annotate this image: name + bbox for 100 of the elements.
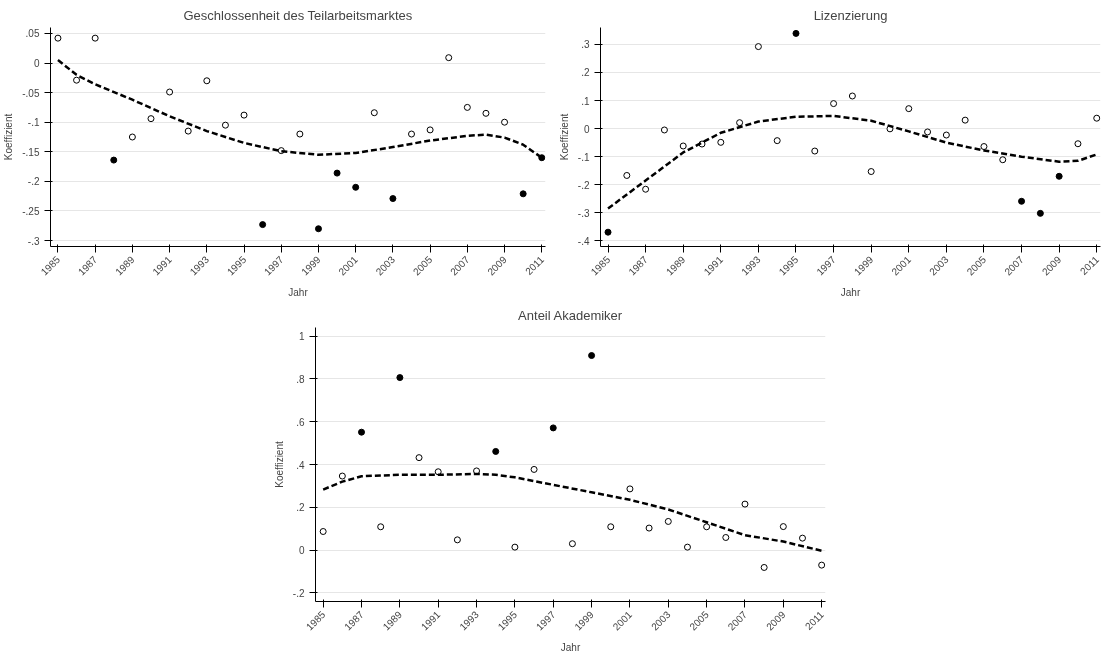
point (54, 34, 62, 42)
point (905, 105, 913, 113)
point (314, 225, 322, 233)
y-tick-label: .3 (581, 39, 590, 51)
point (754, 43, 762, 51)
y-tick-label: -.1 (577, 151, 590, 163)
point (1093, 114, 1101, 122)
point (1018, 197, 1026, 205)
chart-title: Anteil Akademiker (518, 307, 623, 323)
y-axis-title: Koeffizient (558, 113, 570, 161)
point (166, 88, 174, 96)
point (370, 109, 378, 117)
point (482, 109, 490, 117)
point (568, 540, 576, 548)
point (445, 54, 453, 62)
point (296, 130, 304, 138)
y-tick-label: -.2 (27, 176, 40, 188)
point (623, 171, 631, 179)
point (549, 424, 557, 432)
y-tick-label: .4 (296, 459, 305, 471)
point (453, 536, 461, 544)
point (830, 100, 838, 108)
point (660, 126, 668, 134)
point (811, 147, 819, 155)
y-axis-title: Koeffizient (273, 441, 285, 488)
x-axis-title: Jahr (288, 286, 309, 298)
y-axis-title: Koeffizient (3, 113, 15, 161)
y-tick-label: .1 (581, 95, 590, 107)
point (203, 77, 211, 85)
point (792, 29, 800, 37)
y-tick-label: -.25 (22, 205, 40, 217)
point (538, 154, 546, 162)
point (358, 428, 366, 436)
point (338, 472, 346, 480)
point (1036, 209, 1044, 217)
point (73, 76, 81, 84)
point (396, 374, 404, 382)
y-tick-label: -.2 (577, 179, 590, 191)
point (645, 524, 653, 532)
point (333, 169, 341, 177)
y-tick-label: -.2 (292, 587, 305, 599)
chart-title: Geschlossenheit des Teilarbeitsmarktes (183, 7, 413, 23)
point (642, 185, 650, 193)
point (519, 190, 527, 198)
point (240, 111, 248, 119)
point (184, 127, 192, 135)
y-tick-label: .8 (296, 373, 305, 385)
y-tick-label: .2 (296, 502, 305, 514)
point (259, 221, 267, 229)
point (434, 468, 442, 476)
point (1055, 172, 1063, 180)
point (679, 142, 687, 150)
point (999, 156, 1007, 164)
point (389, 195, 397, 203)
point (683, 543, 691, 551)
point (588, 352, 596, 360)
x-axis-title: Jahr (840, 286, 861, 298)
point (848, 92, 856, 100)
y-tick-label: 0 (33, 58, 40, 70)
y-tick-label: -.15 (22, 146, 40, 158)
y-tick-label: 1 (298, 331, 305, 343)
point (626, 485, 634, 493)
point (818, 561, 826, 569)
point (961, 116, 969, 124)
point (722, 534, 730, 541)
point (942, 131, 950, 139)
point (319, 528, 327, 535)
line-series (606, 114, 1098, 210)
y-tick-label: .2 (581, 67, 590, 79)
point (717, 138, 725, 146)
point (530, 465, 538, 473)
y-tick-label: .6 (296, 416, 305, 428)
point (110, 156, 118, 164)
point (377, 523, 385, 531)
y-tick-label: -.3 (27, 235, 40, 247)
point (128, 133, 136, 141)
point (415, 454, 423, 462)
point (408, 130, 416, 138)
point (779, 523, 787, 531)
point (501, 118, 509, 126)
point (492, 447, 500, 455)
point (980, 143, 988, 151)
point (147, 115, 155, 123)
point (773, 137, 781, 145)
y-tick-label: -.4 (577, 235, 590, 247)
y-tick-label: -.1 (27, 117, 40, 129)
point (607, 523, 615, 531)
point (463, 103, 471, 111)
point (511, 543, 519, 551)
point (760, 563, 768, 571)
point (221, 121, 229, 129)
chart-title: Lizenzierung (813, 7, 888, 23)
point (91, 34, 99, 42)
point (867, 168, 875, 176)
point (736, 119, 744, 127)
point (798, 534, 806, 542)
point (664, 517, 672, 525)
y-tick-label: -.3 (577, 207, 590, 219)
y-tick-label: .05 (25, 28, 40, 40)
point (924, 128, 932, 136)
